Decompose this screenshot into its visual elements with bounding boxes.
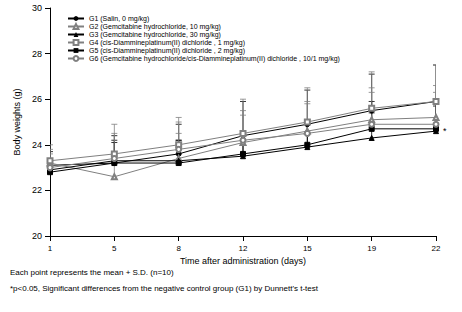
svg-text:30: 30 bbox=[32, 3, 42, 13]
svg-text:26: 26 bbox=[32, 94, 42, 104]
svg-text:1: 1 bbox=[48, 244, 53, 253]
svg-text:24: 24 bbox=[32, 140, 42, 150]
svg-text:G5 (cis-Diammineplatinum(II) d: G5 (cis-Diammineplatinum(II) dichloride … bbox=[89, 47, 245, 55]
svg-text:22: 22 bbox=[32, 185, 42, 195]
svg-text:G6 (Gemcitabine hydrochloride/: G6 (Gemcitabine hydrochloride/cis-Diammi… bbox=[89, 55, 340, 63]
svg-text:Time after administration (day: Time after administration (days) bbox=[180, 256, 306, 266]
svg-text:G4 (cis-Diammineplatinum(II) d: G4 (cis-Diammineplatinum(II) dichloride … bbox=[89, 39, 245, 47]
svg-text:8: 8 bbox=[176, 244, 181, 253]
svg-text:5: 5 bbox=[112, 244, 117, 253]
svg-text:Body weights (g): Body weights (g) bbox=[12, 88, 22, 155]
svg-text:G3 (Gemcitabine hydrochloride,: G3 (Gemcitabine hydrochloride, 30 mg/kg) bbox=[89, 31, 221, 39]
svg-text:19: 19 bbox=[367, 244, 376, 253]
svg-text:15: 15 bbox=[303, 244, 312, 253]
svg-text:22: 22 bbox=[432, 244, 441, 253]
svg-text:G2 (Gemcitabine hydrochloride,: G2 (Gemcitabine hydrochloride, 10 mg/kg) bbox=[89, 23, 221, 31]
svg-text:20: 20 bbox=[32, 231, 42, 241]
svg-text:G1 (Salin, 0 mg/kg): G1 (Salin, 0 mg/kg) bbox=[89, 15, 149, 23]
svg-text:Each point represents the mean: Each point represents the mean + S.D. (n… bbox=[10, 268, 174, 277]
svg-text:28: 28 bbox=[32, 49, 42, 59]
svg-text:12: 12 bbox=[239, 244, 248, 253]
svg-text:*: * bbox=[443, 126, 447, 136]
svg-text:*p<0.05, Significant differenc: *p<0.05, Significant differences from th… bbox=[10, 284, 319, 293]
